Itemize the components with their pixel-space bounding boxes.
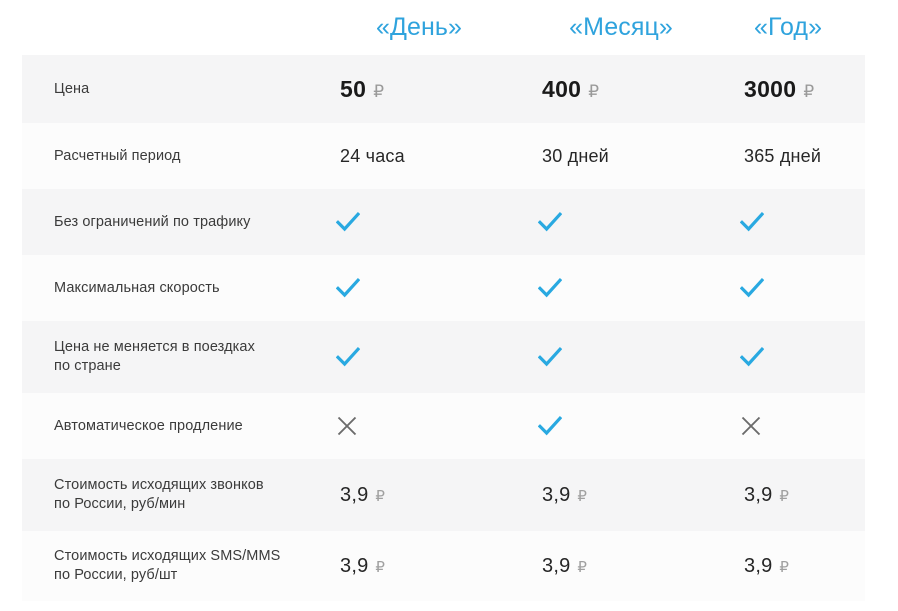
rate-value: 3,9 xyxy=(542,483,571,506)
price-value: 400 xyxy=(542,75,582,102)
currency-symbol: ₽ xyxy=(779,487,789,505)
currency-symbol: ₽ xyxy=(803,81,815,101)
row-label: Без ограничений по трафику xyxy=(54,213,318,232)
cell-month xyxy=(520,277,722,299)
cell-day xyxy=(318,415,520,437)
table-row: Цена 50 ₽400 ₽3000 ₽ xyxy=(22,55,865,123)
text-value: 24 часа xyxy=(340,145,405,166)
rate-value: 3,9 xyxy=(542,554,571,577)
currency-symbol: ₽ xyxy=(588,81,600,101)
currency-symbol: ₽ xyxy=(779,558,789,576)
currency-symbol: ₽ xyxy=(577,487,587,505)
cell-month xyxy=(520,211,722,233)
cell-month xyxy=(520,346,722,368)
row-label-line1: Стоимость исходящих SMS/MMS xyxy=(54,548,281,564)
check-icon xyxy=(538,277,562,299)
cell-year: 3,9 ₽ xyxy=(722,555,897,578)
row-label-line1: Цена xyxy=(54,80,90,97)
row-label: Стоимость исходящих звонков по России, ру… xyxy=(54,476,318,514)
table-row: Максимальная скорость xyxy=(22,255,865,321)
row-label-line1: Цена не меняется в поездках xyxy=(54,339,255,355)
row-label: Расчетный период xyxy=(54,147,318,166)
row-label-line2: по стране xyxy=(54,358,121,374)
table-row: Расчетный период 24 часа 30 дней 365 дней xyxy=(22,123,865,189)
cell-month: 3,9 ₽ xyxy=(520,484,722,507)
header-plan-month: «Месяц» xyxy=(569,13,673,41)
row-label: Цена xyxy=(54,80,318,99)
cell-year xyxy=(722,346,897,368)
cell-day xyxy=(318,346,520,368)
row-label-line1: Расчетный период xyxy=(54,147,181,164)
cell-year xyxy=(722,211,897,233)
check-icon xyxy=(336,211,360,233)
row-label-line2: по России, руб/мин xyxy=(54,496,186,512)
currency-symbol: ₽ xyxy=(373,81,385,101)
table-row: Без ограничений по трафику xyxy=(22,189,865,255)
price-value: 50 xyxy=(340,75,367,102)
table-row: Стоимость исходящих SMS/MMS по России, ру… xyxy=(22,531,865,601)
row-label-line1: Максимальная скорость xyxy=(54,279,220,296)
text-value: 365 дней xyxy=(744,145,822,166)
table-row: Цена не меняется в поездках по стране xyxy=(22,321,865,393)
currency-symbol: ₽ xyxy=(577,558,587,576)
row-label-line1: Автоматическое продление xyxy=(54,417,243,434)
cell-day xyxy=(318,211,520,233)
table-row: Автоматическое продление xyxy=(22,393,865,459)
check-icon xyxy=(538,415,562,437)
rate-value: 3,9 xyxy=(340,554,369,577)
cell-day: 24 часа xyxy=(318,146,520,167)
row-label-line2: по России, руб/шт xyxy=(54,567,178,583)
check-icon xyxy=(538,346,562,368)
cell-year: 3,9 ₽ xyxy=(722,484,897,507)
rate-value: 3,9 xyxy=(340,483,369,506)
text-value: 30 дней xyxy=(542,145,609,166)
table-body: Цена 50 ₽400 ₽3000 ₽ Расчетный период 24 часа 3… xyxy=(22,55,865,601)
cell-year xyxy=(722,277,897,299)
cell-month: 400 ₽ xyxy=(520,76,722,103)
check-icon xyxy=(740,346,764,368)
cell-month: 30 дней xyxy=(520,146,722,167)
check-icon xyxy=(740,211,764,233)
price-value: 3000 xyxy=(744,75,797,102)
table-header-row: «День» «Месяц» «Год» xyxy=(0,0,898,55)
cross-icon xyxy=(336,415,358,437)
row-label: Максимальная скорость xyxy=(54,279,318,298)
check-icon xyxy=(538,211,562,233)
check-icon xyxy=(740,277,764,299)
cell-month xyxy=(520,415,722,437)
cell-month: 3,9 ₽ xyxy=(520,555,722,578)
cell-day: 3,9 ₽ xyxy=(318,555,520,578)
row-label-line1: Стоимость исходящих звонков xyxy=(54,477,264,493)
table-row: Стоимость исходящих звонков по России, ру… xyxy=(22,459,865,531)
cell-day: 50 ₽ xyxy=(318,76,520,103)
row-label-line1: Без ограничений по трафику xyxy=(54,213,251,230)
rate-value: 3,9 xyxy=(744,483,773,506)
cross-icon xyxy=(740,415,762,437)
header-plan-day: «День» xyxy=(375,13,463,41)
check-icon xyxy=(336,346,360,368)
rate-value: 3,9 xyxy=(744,554,773,577)
header-plan-year: «Год» xyxy=(754,13,823,41)
cell-day: 3,9 ₽ xyxy=(318,484,520,507)
row-label: Цена не меняется в поездках по стране xyxy=(54,338,318,376)
row-label: Стоимость исходящих SMS/MMS по России, ру… xyxy=(54,547,318,585)
cell-day xyxy=(318,277,520,299)
currency-symbol: ₽ xyxy=(375,558,385,576)
cell-year: 3000 ₽ xyxy=(722,76,897,103)
cell-year: 365 дней xyxy=(722,146,897,167)
row-label: Автоматическое продление xyxy=(54,417,318,436)
cell-year xyxy=(722,415,897,437)
check-icon xyxy=(336,277,360,299)
currency-symbol: ₽ xyxy=(375,487,385,505)
